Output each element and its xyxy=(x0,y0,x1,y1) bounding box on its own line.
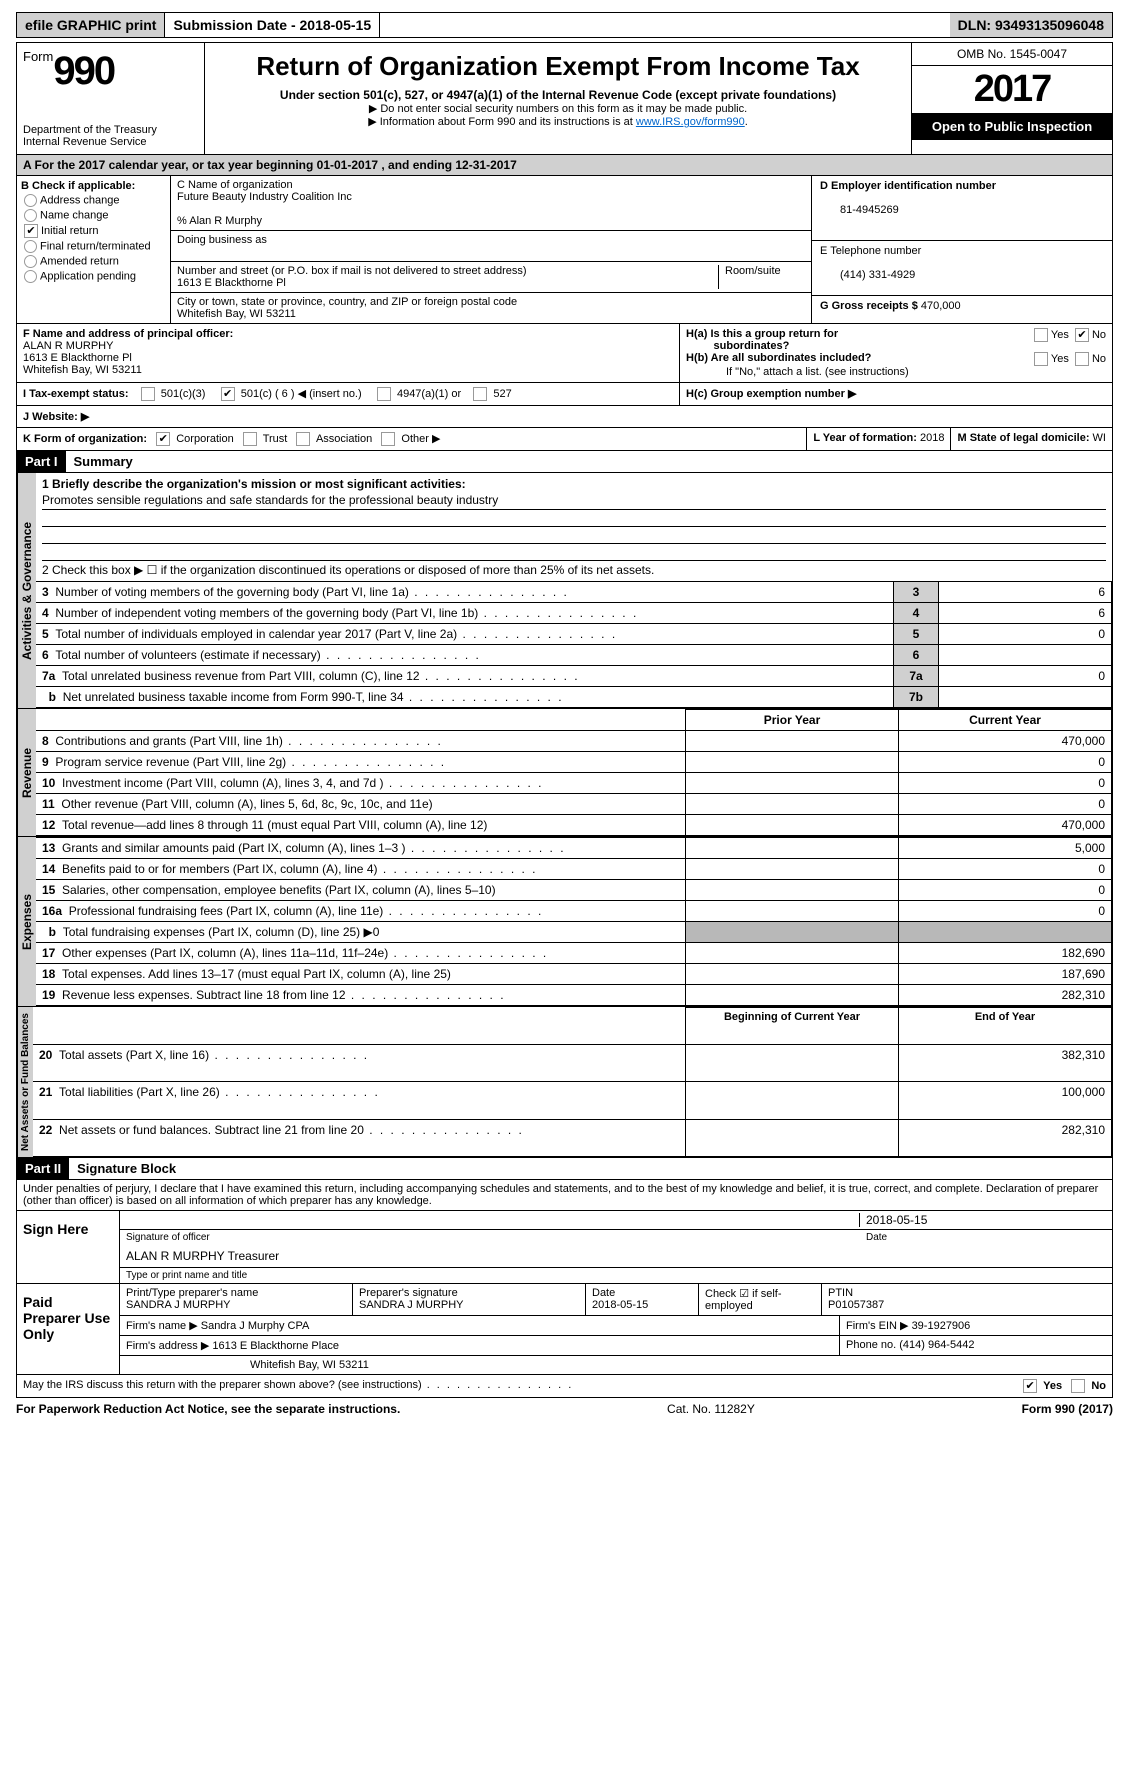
cb-501c[interactable] xyxy=(221,387,235,401)
dept-label: Department of the Treasury Internal Reve… xyxy=(23,124,198,148)
paid-preparer-label: Paid Preparer Use Only xyxy=(17,1284,120,1374)
page-footer: For Paperwork Reduction Act Notice, see … xyxy=(16,1398,1113,1420)
efile-label: efile GRAPHIC print xyxy=(17,13,165,37)
public-inspection: Open to Public Inspection xyxy=(912,113,1112,140)
org-name: Future Beauty Industry Coalition Inc xyxy=(177,191,352,203)
title-block: Form990 Department of the Treasury Inter… xyxy=(16,42,1113,155)
warn2: ▶ Information about Form 990 and its ins… xyxy=(215,115,901,128)
street-address: 1613 E Blackthorne Pl xyxy=(177,277,286,289)
top-header-bar: efile GRAPHIC print Submission Date - 20… xyxy=(16,12,1113,38)
irs-link[interactable]: www.IRS.gov/form990 xyxy=(636,116,745,128)
gross-receipts: 470,000 xyxy=(921,300,961,312)
form-number-block: Form990 Department of the Treasury Inter… xyxy=(17,43,205,154)
tax-year: 2017 xyxy=(912,66,1112,113)
sign-here-label: Sign Here xyxy=(17,1211,120,1283)
cb-trust[interactable] xyxy=(243,432,257,446)
line-2: 2 Check this box ▶ ☐ if the organization… xyxy=(42,563,1106,577)
governance-table: 3 Number of voting members of the govern… xyxy=(36,581,1112,708)
row-m-state: M State of legal domicile: WI xyxy=(951,428,1112,450)
cb-501c3[interactable] xyxy=(141,387,155,401)
box-d-ein-phone: D Employer identification number81-49452… xyxy=(811,176,1112,323)
ein: 81-4945269 xyxy=(820,204,899,216)
row-a-calendar-year: A For the 2017 calendar year, or tax yea… xyxy=(16,155,1113,176)
omb-number: OMB No. 1545-0047 xyxy=(912,43,1112,66)
preparer-name: SANDRA J MURPHY xyxy=(126,1299,231,1311)
discuss-row: May the IRS discuss this return with the… xyxy=(16,1375,1113,1398)
cb-initial-return[interactable]: Initial return xyxy=(21,224,166,238)
line-1-label: 1 Briefly describe the organization's mi… xyxy=(42,477,1106,491)
perjury-statement: Under penalties of perjury, I declare th… xyxy=(17,1180,1112,1210)
cb-name-change[interactable]: Name change xyxy=(21,209,166,222)
expenses-table: 13 Grants and similar amounts paid (Part… xyxy=(36,837,1112,1006)
part-2-header: Part II Signature Block xyxy=(16,1158,1113,1180)
submission-date: Submission Date - 2018-05-15 xyxy=(165,13,380,37)
row-l-year: L Year of formation: 2018 xyxy=(807,428,951,450)
cb-address-change[interactable]: Address change xyxy=(21,194,166,207)
side-revenue: Revenue xyxy=(17,709,36,836)
cb-amended[interactable]: Amended return xyxy=(21,255,166,268)
dln: DLN: 93493135096048 xyxy=(950,13,1112,37)
row-j-website: J Website: ▶ xyxy=(16,406,1113,428)
form-title: Return of Organization Exempt From Incom… xyxy=(215,51,901,82)
box-b-checkboxes: B Check if applicable: Address change Na… xyxy=(17,176,171,323)
subtitle: Under section 501(c), 527, or 4947(a)(1)… xyxy=(215,88,901,102)
cb-corporation[interactable] xyxy=(156,432,170,446)
warn1: ▶ Do not enter social security numbers o… xyxy=(215,102,901,115)
row-k-org-form: K Form of organization: Corporation Trus… xyxy=(17,428,807,450)
box-c-org-info: C Name of organizationFuture Beauty Indu… xyxy=(171,176,811,323)
side-activities-governance: Activities & Governance xyxy=(17,473,36,708)
officer-name-title: ALAN R MURPHY Treasurer xyxy=(120,1245,1112,1268)
side-expenses: Expenses xyxy=(17,837,36,1006)
cb-4947[interactable] xyxy=(377,387,391,401)
telephone: (414) 331-4929 xyxy=(820,269,915,281)
revenue-table: Prior YearCurrent Year 8 Contributions a… xyxy=(36,709,1112,836)
city-state-zip: Whitefish Bay, WI 53211 xyxy=(177,308,296,320)
cb-other[interactable] xyxy=(381,432,395,446)
box-h-group-return: H(a) Is this a group return for subordin… xyxy=(680,324,1112,382)
box-hc: H(c) Group exemption number ▶ xyxy=(680,383,1112,405)
hb-no[interactable] xyxy=(1075,352,1089,366)
hb-yes[interactable] xyxy=(1034,352,1048,366)
firm-name: Sandra J Murphy CPA xyxy=(201,1320,310,1332)
ha-no[interactable] xyxy=(1075,328,1089,342)
mission-text: Promotes sensible regulations and safe s… xyxy=(42,491,1106,510)
net-assets-table: Beginning of Current YearEnd of Year 20 … xyxy=(33,1007,1112,1157)
cb-527[interactable] xyxy=(473,387,487,401)
discuss-no[interactable] xyxy=(1071,1379,1085,1393)
row-i-tax-status: I Tax-exempt status: 501(c)(3) 501(c) ( … xyxy=(17,383,680,405)
cb-pending[interactable]: Application pending xyxy=(21,270,166,283)
ptin: P01057387 xyxy=(828,1299,884,1311)
cb-association[interactable] xyxy=(296,432,310,446)
discuss-yes[interactable] xyxy=(1023,1379,1037,1393)
cb-final-return[interactable]: Final return/terminated xyxy=(21,240,166,253)
ha-yes[interactable] xyxy=(1034,328,1048,342)
part-1-header: Part I Summary xyxy=(16,451,1113,473)
side-net-assets: Net Assets or Fund Balances xyxy=(17,1007,33,1157)
box-f-officer: F Name and address of principal officer:… xyxy=(17,324,680,382)
care-of: % Alan R Murphy xyxy=(177,215,262,227)
